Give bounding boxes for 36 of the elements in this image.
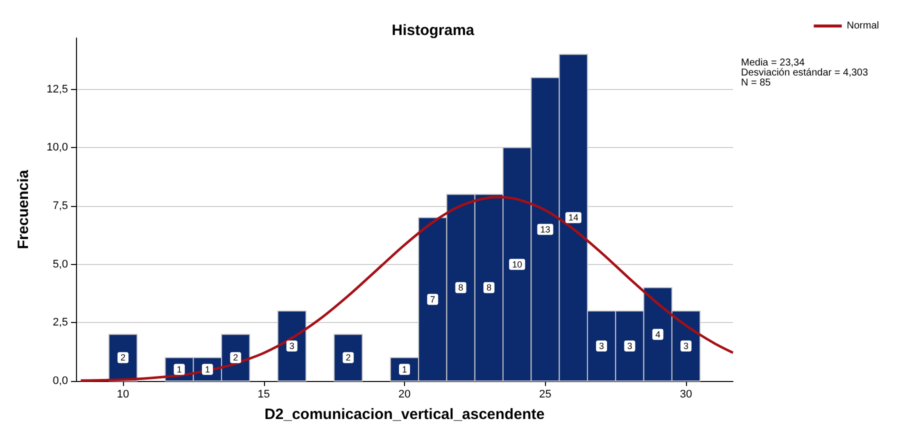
data-label: 1: [176, 364, 182, 374]
data-label: 8: [486, 282, 492, 293]
y-tick-label: 5,0: [52, 258, 68, 270]
data-label: 4: [655, 329, 660, 340]
x-tick-label: 15: [258, 388, 270, 400]
legend-label: Normal: [846, 20, 880, 32]
data-label: 7: [430, 294, 436, 304]
line-series: [80, 196, 734, 382]
y-tick-label: 2,5: [52, 316, 68, 329]
x-axis-title: D2_comunicacion_vertical_ascendente: [264, 406, 545, 423]
data-label: 8: [458, 282, 464, 293]
y-tick-label: 10,0: [46, 142, 68, 154]
y-axis-title: Frecuencia: [15, 169, 32, 250]
chart-title: Histograma: [392, 22, 475, 39]
y-tick-label: 7,5: [52, 200, 68, 212]
data-label: 14: [568, 212, 578, 223]
data-label: 2: [233, 352, 238, 363]
data-label: 3: [599, 341, 604, 351]
text: Media = 23,34: [741, 58, 806, 68]
data-label: 1: [402, 364, 408, 374]
data-label: 2: [346, 352, 351, 363]
data-label: 3: [627, 341, 632, 351]
data-label: 1: [204, 364, 210, 374]
data-label: 3: [683, 341, 688, 351]
x-tick-label: 30: [680, 388, 692, 400]
data-label: 3: [289, 341, 294, 351]
text: Desviación estándar = 4,303: [741, 68, 868, 78]
y-tick-label: 0,0: [52, 375, 68, 387]
data-label: 13: [540, 224, 550, 234]
text: N = 85: [741, 78, 772, 88]
x-tick-label: 10: [116, 388, 130, 400]
data-label: 10: [512, 259, 522, 270]
y-tick-label: 12,5: [46, 83, 68, 96]
x-tick-label: 25: [539, 388, 552, 400]
data-label: 2: [120, 352, 126, 363]
x-tick-label: 20: [398, 388, 411, 400]
